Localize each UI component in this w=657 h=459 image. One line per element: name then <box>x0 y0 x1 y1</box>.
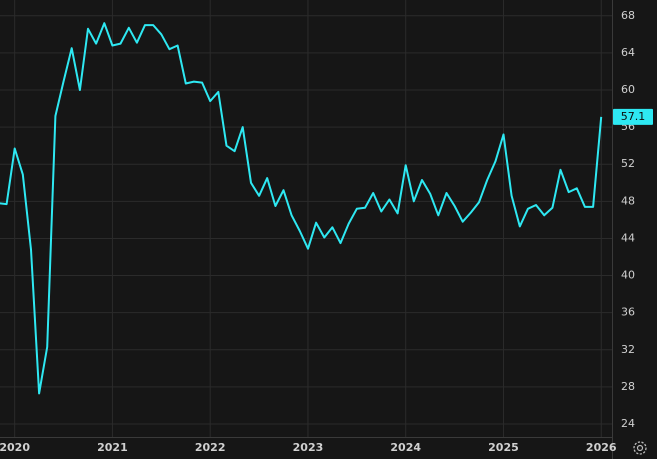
y-tick-label: 64 <box>621 46 635 59</box>
plot-area <box>0 22 603 395</box>
grid <box>0 0 612 437</box>
x-tick-label: 2020 <box>0 441 30 454</box>
y-tick-label: 36 <box>621 306 635 319</box>
y-tick-label: 24 <box>621 417 635 430</box>
y-tick-label: 40 <box>621 269 635 282</box>
x-tick-label: 2026 <box>586 441 617 454</box>
y-tick-label: 52 <box>621 157 635 170</box>
data-line <box>0 22 603 395</box>
x-tick-label: 2022 <box>195 441 226 454</box>
x-tick-label: 2021 <box>97 441 128 454</box>
y-tick-label: 60 <box>621 83 635 96</box>
y-tick-label: 44 <box>621 231 635 244</box>
x-tick-label: 2024 <box>390 441 421 454</box>
y-tick-label: 28 <box>621 380 635 393</box>
last-value-label: 57.1 <box>621 110 646 123</box>
y-tick-label: 68 <box>621 9 635 22</box>
x-tick-label: 2023 <box>293 441 324 454</box>
settings-icon[interactable] <box>633 441 647 455</box>
x-tick-label: 2025 <box>488 441 519 454</box>
y-tick-label: 32 <box>621 343 635 356</box>
last-value-box <box>613 108 653 125</box>
y-tick-label: 48 <box>621 194 635 207</box>
